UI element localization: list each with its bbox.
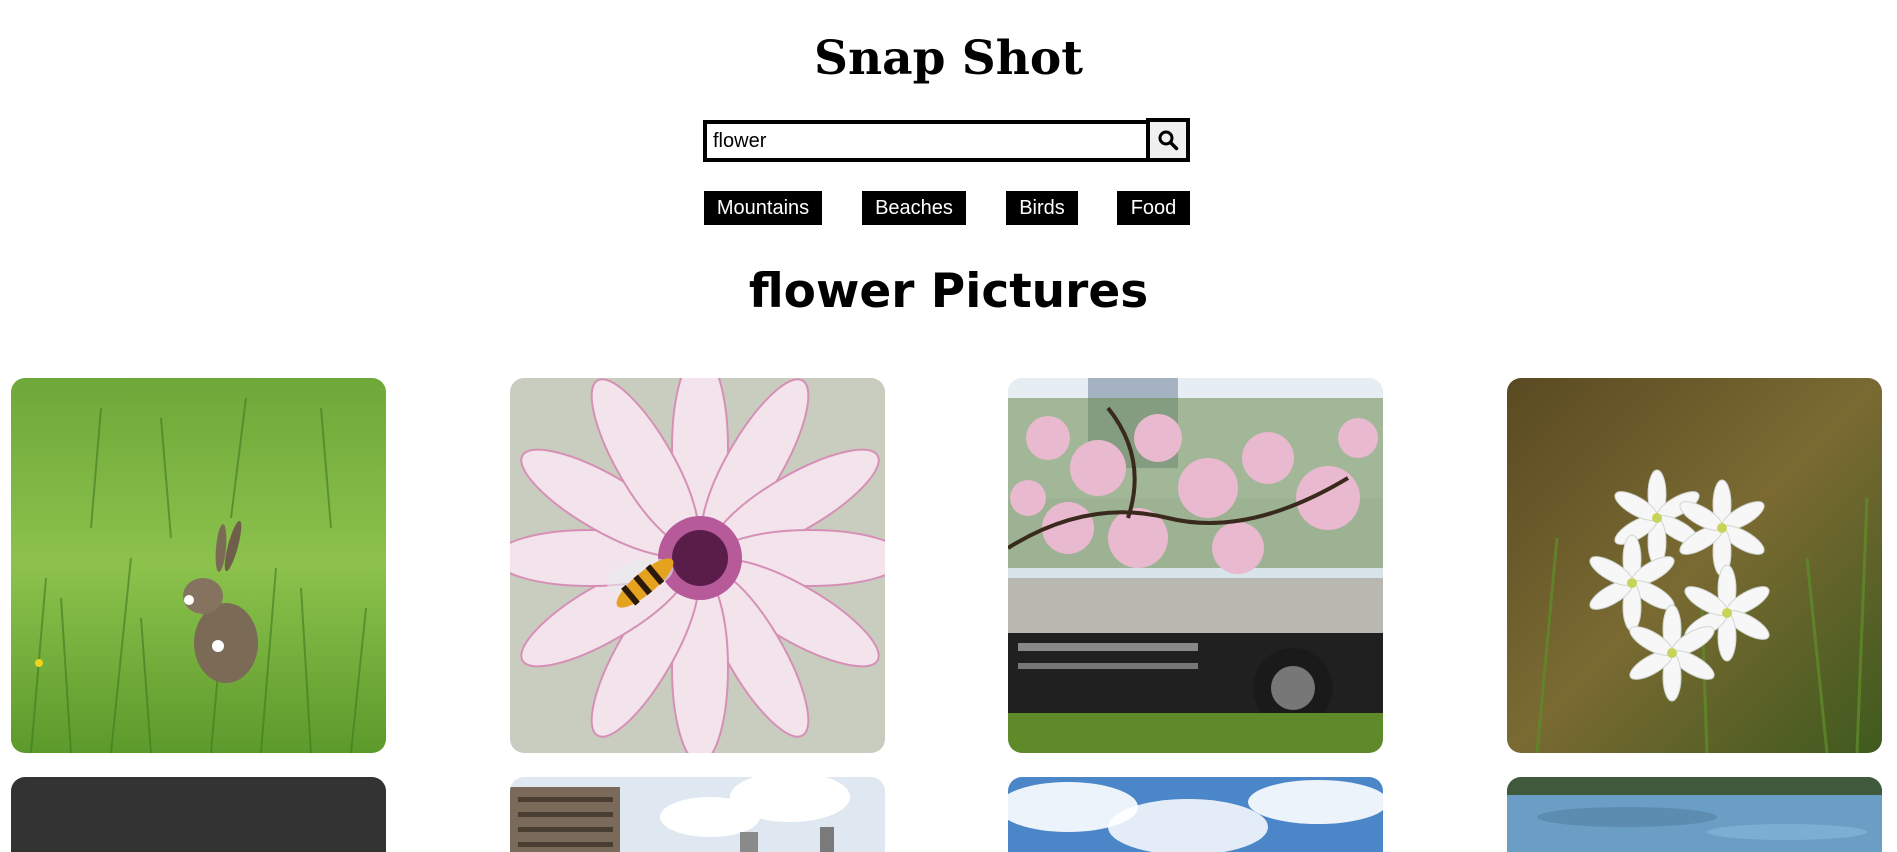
photo-buildings[interactable] — [510, 777, 885, 852]
photo-pink-daisy[interactable] — [510, 378, 885, 753]
search-form — [703, 118, 1190, 162]
chip-beaches[interactable]: Beaches — [862, 191, 966, 225]
search-button[interactable] — [1146, 118, 1190, 162]
photo-white-flowers[interactable] — [1507, 378, 1882, 753]
photo-rabbit[interactable] — [11, 378, 386, 753]
photo-cherry-blossom-truck[interactable] — [1008, 378, 1383, 753]
photo-blue-sky[interactable] — [1008, 777, 1383, 852]
category-chips: Mountains Beaches Birds Food — [0, 191, 1897, 225]
chip-mountains[interactable]: Mountains — [704, 191, 822, 225]
photo-dark[interactable] — [11, 777, 386, 852]
app-title: Snap Shot — [814, 31, 1083, 86]
photo-gallery — [0, 378, 1897, 852]
search-icon — [1157, 129, 1179, 151]
photo-water[interactable] — [1507, 777, 1882, 852]
chip-birds[interactable]: Birds — [1006, 191, 1078, 225]
chip-food[interactable]: Food — [1117, 191, 1190, 225]
search-input[interactable] — [703, 120, 1156, 162]
gallery-title: flower Pictures — [748, 264, 1149, 319]
